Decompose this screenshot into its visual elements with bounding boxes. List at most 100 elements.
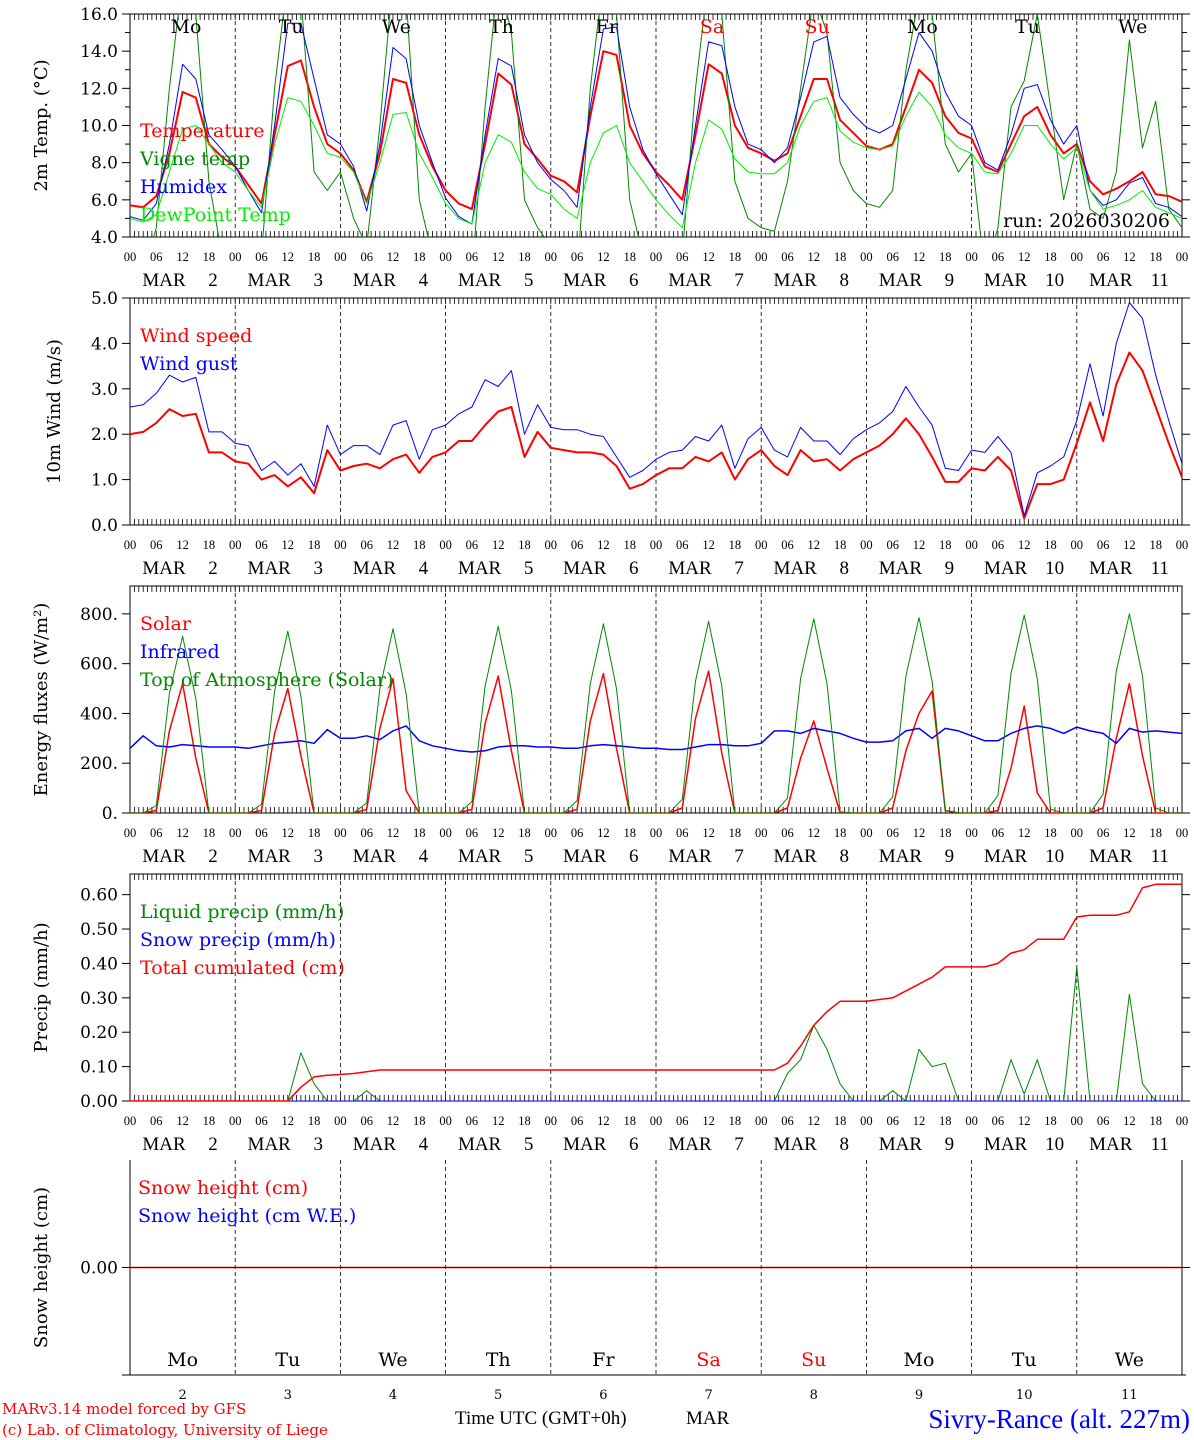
hour-tick-label: 06 <box>571 1114 584 1128</box>
hour-tick-label: 00 <box>334 1114 347 1128</box>
month-label: MAR <box>142 1134 186 1155</box>
month-label: MAR <box>774 558 818 579</box>
hour-tick-label: 12 <box>913 826 926 840</box>
hour-tick-label: 00 <box>334 826 347 840</box>
hour-tick-label: 12 <box>176 250 189 264</box>
hour-tick-label: 18 <box>834 250 847 264</box>
hour-tick-label: 12 <box>702 826 715 840</box>
date-label: 8 <box>839 846 849 867</box>
date-label: 5 <box>524 846 534 867</box>
date-label: 3 <box>313 1134 323 1155</box>
day-name-label: We <box>1115 1349 1144 1371</box>
legend-entry: Humidex <box>140 176 227 198</box>
hour-tick-label: 00 <box>755 250 768 264</box>
hour-tick-label: 18 <box>518 250 531 264</box>
y-tick-label: 400. <box>80 704 118 724</box>
hour-tick-label: 12 <box>913 538 926 552</box>
hour-tick-label: 18 <box>1044 250 1057 264</box>
date-label: 8 <box>839 558 849 579</box>
y-tick-label: 4.0 <box>91 228 118 248</box>
hour-ticks <box>129 298 1183 525</box>
date-label: 6 <box>629 846 639 867</box>
month-label: MAR <box>458 1134 502 1155</box>
hour-tick-label: 00 <box>124 826 137 840</box>
hour-tick-label: 06 <box>992 538 1005 552</box>
hour-tick-label: 12 <box>387 826 400 840</box>
y-tick-label: 6.0 <box>91 191 118 211</box>
series-line-dewpoint-temp <box>130 91 1182 229</box>
date-label: 11 <box>1121 1388 1138 1403</box>
month-label: MAR <box>353 1134 397 1155</box>
month-label: MAR <box>353 270 397 291</box>
hour-tick-label: 00 <box>1176 538 1189 552</box>
date-label: 2 <box>178 1388 186 1403</box>
hour-tick-label: 06 <box>886 538 899 552</box>
hour-tick-label: 18 <box>1044 538 1057 552</box>
hour-tick-label: 06 <box>150 538 163 552</box>
day-name-label: Mo <box>171 16 202 38</box>
date-label: 10 <box>1016 1388 1033 1403</box>
day-name-label: Mo <box>904 1349 935 1371</box>
hour-tick-label: 06 <box>466 250 479 264</box>
date-label: 4 <box>419 270 429 291</box>
hour-tick-label: 06 <box>676 1114 689 1128</box>
date-label: 3 <box>313 270 323 291</box>
day-name-label: Mo <box>907 16 938 38</box>
y-tick-label: 0.30 <box>80 989 118 1009</box>
hour-tick-label: 00 <box>965 826 978 840</box>
hour-tick-label: 18 <box>308 250 321 264</box>
hour-tick-label: 12 <box>282 250 295 264</box>
hour-tick-label: 00 <box>124 250 137 264</box>
lab-credit: (c) Lab. of Climatology, University of L… <box>2 1421 328 1439</box>
legend-entry: Top of Atmosphere (Solar) <box>140 669 393 691</box>
date-label: 11 <box>1151 846 1169 867</box>
hour-tick-label: 00 <box>650 538 663 552</box>
date-label: 5 <box>494 1388 502 1403</box>
hour-tick-label: 00 <box>545 1114 558 1128</box>
series-line-solar <box>130 670 1182 813</box>
date-label: 3 <box>313 846 323 867</box>
y-tick-label: 10.0 <box>80 117 118 137</box>
hour-tick-label: 00 <box>439 1114 452 1128</box>
hour-tick-label: 00 <box>439 538 452 552</box>
hour-tick-label: 18 <box>834 1114 847 1128</box>
date-label: 2 <box>208 270 218 291</box>
date-label: 5 <box>524 1134 534 1155</box>
hour-tick-label: 18 <box>203 1114 216 1128</box>
day-name-label: Mo <box>167 1349 198 1371</box>
hour-tick-label: 06 <box>360 826 373 840</box>
y-tick-label: 16.0 <box>80 5 118 25</box>
hour-tick-label: 12 <box>597 826 610 840</box>
month-label: MAR <box>879 558 923 579</box>
date-label: 9 <box>945 270 955 291</box>
day-name-label: Tu <box>279 16 304 38</box>
day-name-label: We <box>382 16 411 38</box>
series-line-top-of-atmosphere-solar- <box>130 613 1182 813</box>
hour-tick-label: 18 <box>413 1114 426 1128</box>
series-line-liquid-precip-mm-h- <box>130 966 1182 1101</box>
hour-tick-label: 00 <box>1176 1114 1189 1128</box>
date-label: 7 <box>704 1388 712 1403</box>
month-label: MAR <box>458 270 502 291</box>
y-tick-label: 0.40 <box>80 954 118 974</box>
hour-tick-label: 00 <box>755 1114 768 1128</box>
hour-tick-label: 18 <box>203 250 216 264</box>
y-tick-label: 0. <box>102 804 118 824</box>
hour-tick-label: 06 <box>886 1114 899 1128</box>
month-label: MAR <box>353 558 397 579</box>
hour-tick-label: 18 <box>834 538 847 552</box>
hour-tick-label: 18 <box>413 826 426 840</box>
day-name-label: Th <box>489 16 514 38</box>
date-label: 2 <box>208 1134 218 1155</box>
hour-tick-label: 06 <box>676 538 689 552</box>
hour-tick-label: 12 <box>913 250 926 264</box>
panel-temp: 4.0 6.0 8.0 10.0 12.0 14.0 16.0 2m Temp. (°C) Te… <box>31 5 1190 291</box>
hour-tick-label: 12 <box>1018 250 1031 264</box>
date-label: 6 <box>629 1134 639 1155</box>
hour-tick-label: 00 <box>229 538 242 552</box>
date-label: 9 <box>945 846 955 867</box>
date-label: 7 <box>734 270 744 291</box>
day-name-label: Tu <box>1012 1349 1037 1371</box>
panel-wind: 0.0 1.0 2.0 3.0 4.0 5.0 10m Wind (m/s) Wind spe… <box>44 289 1190 579</box>
